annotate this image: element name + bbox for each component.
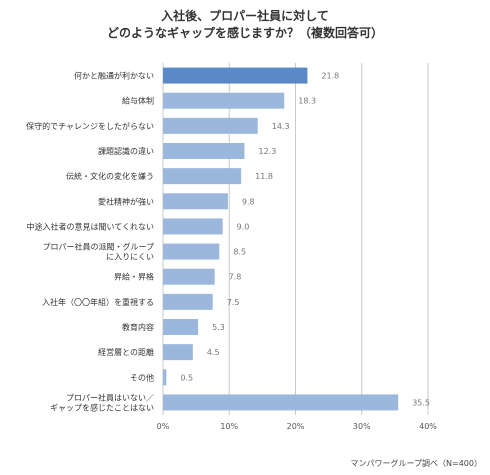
bar	[163, 117, 258, 134]
bar	[163, 319, 199, 335]
chart-title-line-1: 入社後、プロパー社員に対して	[161, 9, 329, 23]
data-label: 35.5	[412, 398, 430, 407]
bar	[163, 293, 213, 310]
category-label: プロパー社員はいない／ギャップを感じたことはない	[50, 392, 154, 412]
bar	[163, 268, 215, 285]
bar	[163, 218, 223, 235]
bar	[163, 369, 167, 386]
data-label: 0.5	[180, 373, 193, 382]
bar	[163, 243, 220, 260]
category-label: 入社年（〇〇年組）を重視する	[42, 297, 154, 307]
data-label: 21.8	[321, 72, 339, 81]
data-label: 4.5	[207, 348, 220, 357]
data-label: 12.3	[258, 147, 276, 156]
source-note: マンパワーグループ調べ（N=400）	[350, 459, 482, 468]
category-label: プロパー社員の派閥・グループに入りにくい	[42, 242, 154, 262]
bar	[163, 92, 285, 109]
category-label: 課題認識の違い	[98, 146, 154, 156]
data-label: 11.8	[255, 172, 273, 181]
category-label: 伝統・文化の変化を嫌う	[66, 171, 154, 181]
x-tick-label: 10%	[220, 422, 238, 431]
category-label: 愛社精神が強い	[98, 196, 154, 206]
x-tick-label: 0%	[157, 422, 170, 431]
category-label: 何かと融通が利かない	[74, 71, 154, 81]
data-label: 7.5	[227, 298, 240, 307]
bar	[163, 344, 193, 361]
data-label: 18.3	[298, 97, 316, 106]
category-label: その他	[130, 372, 154, 382]
category-label: 保守的でチャレンジをしたがらない	[26, 121, 154, 131]
category-label: 教育内容	[122, 322, 154, 332]
bar	[163, 143, 245, 159]
bar	[163, 394, 399, 411]
category-label: 経営層との距離	[98, 347, 154, 357]
category-label: 給与体制	[122, 96, 154, 106]
category-label: 昇給・昇格	[114, 272, 154, 282]
data-label: 5.3	[212, 323, 225, 332]
category-label: 中途入社者の意見は聞いてくれない	[26, 221, 154, 231]
x-tick-label: 30%	[353, 422, 371, 431]
data-label: 14.3	[272, 122, 290, 131]
chart-title-line-2: どのようなギャップを感じますか？（複数回答可）	[106, 26, 383, 40]
bar	[163, 193, 228, 210]
bar	[163, 168, 242, 185]
data-label: 9.8	[242, 197, 255, 206]
x-tick-label: 40%	[419, 422, 437, 431]
data-label: 9.0	[237, 222, 250, 231]
data-label: 8.5	[233, 248, 246, 257]
x-tick-label: 20%	[287, 422, 305, 431]
data-label: 7.8	[229, 273, 242, 282]
bar	[163, 67, 308, 84]
